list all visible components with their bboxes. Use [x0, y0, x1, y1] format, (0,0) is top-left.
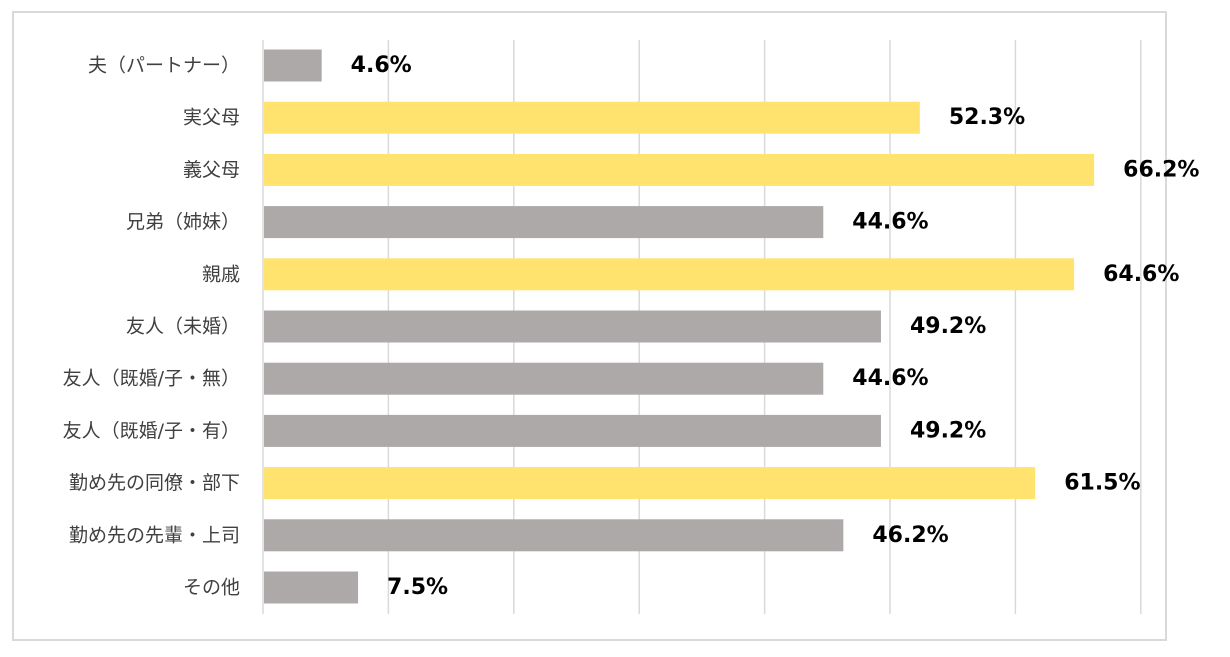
- category-label: 夫（パートナー）: [88, 55, 240, 77]
- bar: [264, 310, 881, 343]
- category-label: 友人（未婚）: [126, 316, 240, 338]
- value-label: 46.2%: [872, 523, 948, 548]
- value-label: 44.6%: [852, 366, 928, 391]
- bar: [264, 519, 844, 552]
- value-label: 44.6%: [852, 210, 928, 235]
- value-label: 61.5%: [1064, 471, 1140, 496]
- category-label: 勤め先の先輩・上司: [69, 524, 240, 546]
- bar: [264, 467, 1036, 500]
- value-label: 49.2%: [910, 314, 986, 339]
- value-label: 49.2%: [910, 418, 986, 443]
- bar: [264, 206, 824, 239]
- category-label: その他: [183, 577, 240, 599]
- bar: [264, 258, 1075, 291]
- category-label: 勤め先の同僚・部下: [69, 472, 240, 494]
- grid-lines: [262, 40, 1142, 614]
- bar: [264, 362, 824, 395]
- bar: [264, 101, 920, 134]
- value-label: 64.6%: [1103, 262, 1179, 287]
- category-label: 友人（既婚/子・無）: [63, 368, 240, 390]
- value-label: 66.2%: [1123, 157, 1199, 182]
- category-label: 実父母: [183, 107, 240, 129]
- labels: 夫（パートナー） 4.6% 実父母 52.3% 義父母 66.2% 兄弟（姉妹） 44.6% 親…: [63, 53, 1200, 600]
- bar: [264, 414, 881, 447]
- bar: [264, 153, 1095, 186]
- category-label: 親戚: [202, 263, 240, 285]
- category-label: 兄弟（姉妹）: [126, 211, 240, 233]
- bar: [264, 571, 359, 604]
- bar: [264, 49, 322, 82]
- bars: [264, 49, 1095, 604]
- value-label: 4.6%: [351, 53, 412, 78]
- category-label: 友人（既婚/子・有）: [63, 420, 240, 442]
- value-label: 52.3%: [949, 105, 1025, 130]
- value-label: 7.5%: [387, 575, 448, 600]
- category-label: 義父母: [183, 159, 240, 181]
